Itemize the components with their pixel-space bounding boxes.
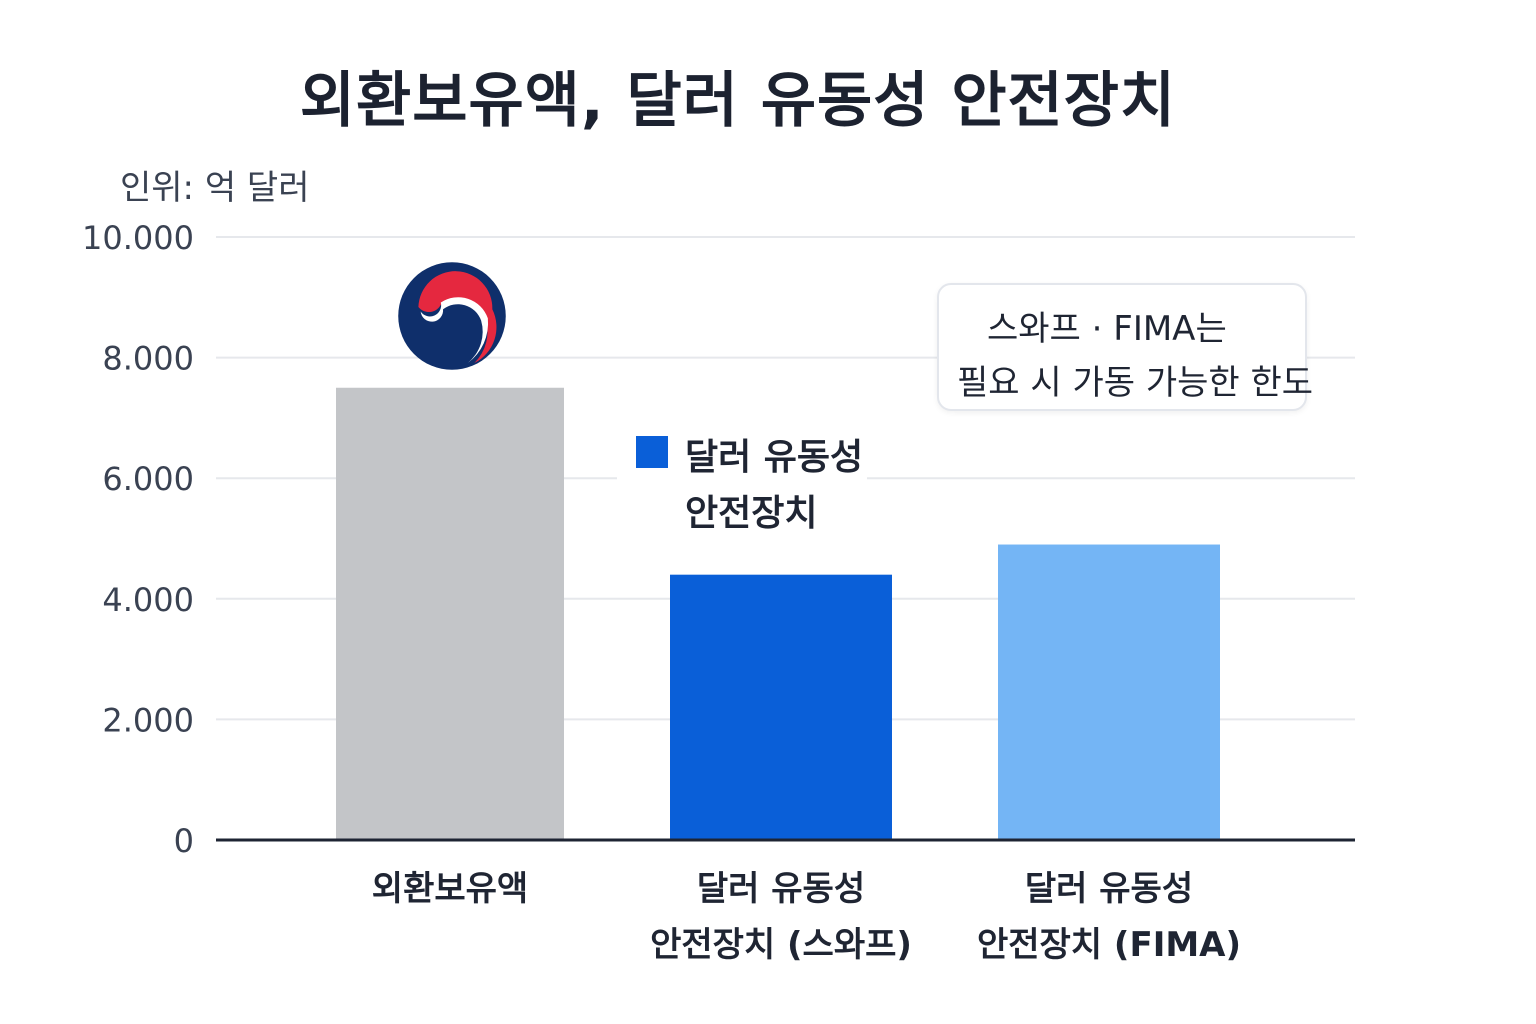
y-tick-label: 10.000 [82,219,194,257]
x-category-label: 외환보유액 [372,869,528,909]
x-category-label: 달러 유동성 [697,869,865,909]
y-tick-label: 4.000 [102,581,194,619]
x-category-label: 안전장치 (FIMA) [977,925,1241,965]
legend-swatch [636,436,668,468]
y-tick-label: 8.000 [102,340,194,378]
annotation-callout: 스와프 · FIMA는 필요 시 가동 가능한 한도 [937,283,1313,411]
bars [336,387,1220,840]
bar [998,544,1220,840]
unit-label: 인위: 억 달러 [120,168,310,208]
taegeuk-emblem-icon [396,260,508,372]
x-category-label: 안전장치 (스와프) [650,925,912,965]
y-tick-label: 2.000 [102,701,194,739]
chart-title: 외환보유액, 달러 유동성 안전장치 [299,66,1177,136]
y-axis-tick-labels: 0 2.000 4.000 6.000 8.000 10.000 [82,219,194,860]
bar [670,574,892,840]
annotation-line-2: 필요 시 가동 가능한 한도 [957,363,1314,403]
y-tick-label: 6.000 [102,460,194,498]
legend-label-line-1: 달러 유동성 [685,437,864,478]
legend: 달러 유동성 안전장치 [617,426,867,536]
x-category-label: 달러 유동성 [1025,869,1193,909]
annotation-line-1: 스와프 · FIMA는 [987,309,1227,349]
legend-label-line-2: 안전장치 [685,493,818,534]
bar [336,387,564,840]
y-tick-label: 0 [174,822,194,860]
